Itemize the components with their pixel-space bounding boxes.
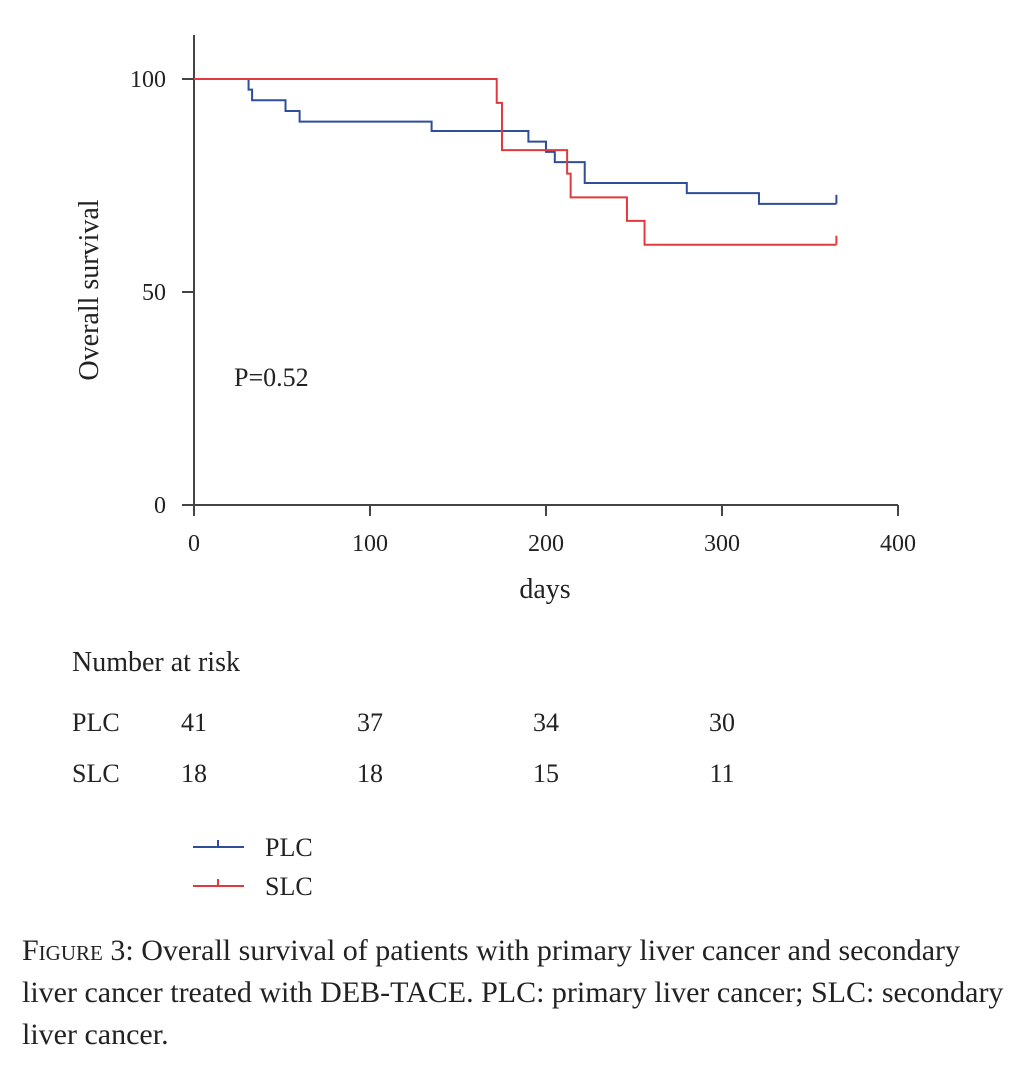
figure-caption: Figure 3: Overall survival of patients w…	[22, 930, 1012, 1056]
risk-table-title: Number at risk	[72, 647, 240, 678]
risk-value-plc-0: 41	[181, 708, 207, 737]
x-axis-label: days	[519, 574, 570, 605]
caption-text: Overall survival of patients with primar…	[22, 934, 1004, 1051]
p-value-annotation: P=0.52	[234, 363, 309, 392]
risk-value-plc-200: 34	[533, 708, 559, 737]
risk-value-plc-100: 37	[357, 708, 383, 737]
risk-value-slc-0: 18	[181, 759, 207, 788]
y-tick-label-50: 50	[142, 280, 166, 306]
x-tick-label-300: 300	[704, 531, 740, 557]
y-tick-label-0: 0	[154, 493, 166, 519]
survival-chart: 0 50 100 0 100 200 300 400 Overall survival day…	[72, 35, 916, 901]
x-tick-label-100: 100	[352, 531, 388, 557]
risk-value-plc-300: 30	[709, 708, 735, 737]
y-axis-label: Overall survival	[74, 199, 105, 380]
x-tick-label-0: 0	[188, 531, 200, 557]
legend: PLC SLC	[193, 833, 313, 901]
y-tick-label-100: 100	[130, 67, 166, 93]
risk-value-slc-200: 15	[533, 759, 559, 788]
risk-row-label-slc: SLC	[72, 759, 120, 788]
risk-table: PLC 41 37 34 30 SLC 18 18 15 11	[72, 708, 735, 788]
series-plc-line	[194, 78, 837, 205]
risk-row-label-plc: PLC	[72, 708, 120, 737]
plot-area: 0 50 100 0 100 200 300 400	[130, 35, 916, 557]
legend-plc-label: PLC	[265, 833, 313, 862]
figure-label: Figure 3:	[22, 934, 134, 967]
x-tick-label-200: 200	[528, 531, 564, 557]
risk-value-slc-300: 11	[709, 759, 734, 788]
risk-value-slc-100: 18	[357, 759, 383, 788]
legend-slc-label: SLC	[265, 872, 313, 901]
series-slc-line	[194, 78, 837, 246]
x-tick-label-400: 400	[880, 531, 916, 557]
